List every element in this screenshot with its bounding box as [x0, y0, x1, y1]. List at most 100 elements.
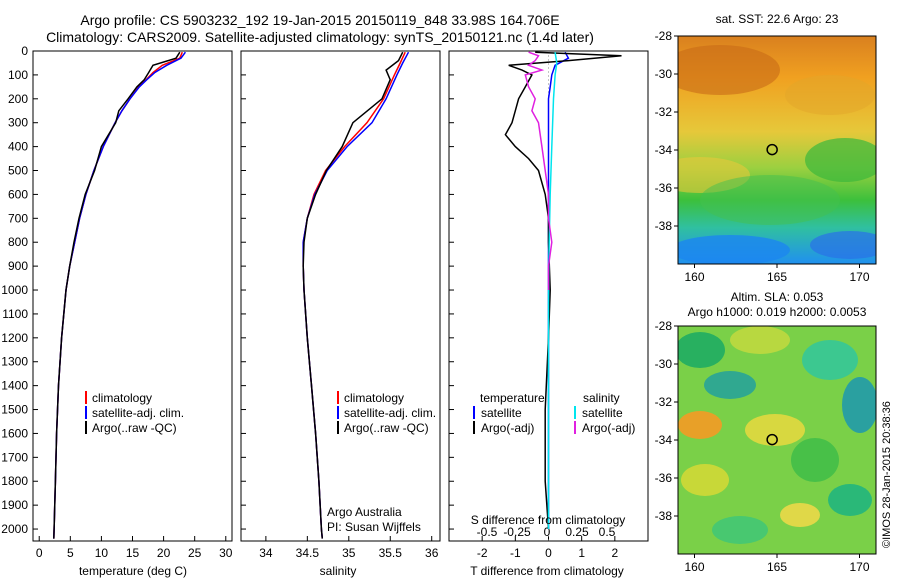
map-y-tick-label: -32 [655, 395, 673, 409]
y-tick-label: 1700 [1, 450, 28, 464]
y-tick-label: 2000 [1, 522, 28, 536]
map-y-tick-label: -30 [655, 357, 673, 371]
y-tick-label: 1600 [1, 426, 28, 440]
legend-label-temp-satellite: satellite [481, 406, 522, 420]
x-tick-label: 25 [188, 546, 202, 560]
sla-argo-position-marker [766, 433, 778, 446]
map-y-tick-label: -28 [655, 29, 673, 43]
sla-map-title-line2: Argo h1000: 0.019 h2000: 0.0053 [688, 305, 867, 319]
y-tick-label: 400 [8, 140, 28, 154]
legend-label-sal-argo: Argo(-adj) [582, 421, 635, 435]
legend-label-climatology: climatology [92, 391, 152, 405]
s-tick-label: 0.5 [599, 525, 616, 539]
y-tick-label: 500 [8, 164, 28, 178]
salinity-legend: climatology satellite-adj. clim. Argo(..… [337, 391, 436, 435]
map-y-tick-label: -38 [655, 509, 673, 523]
series-line-argo-raw-qc- [302, 51, 404, 539]
series-line-climatology [53, 51, 183, 539]
s-tick-label: 0 [544, 525, 551, 539]
map-y-tick-label: -28 [655, 319, 673, 333]
y-tick-label: 1200 [1, 331, 28, 345]
y-tick-label: 1900 [1, 498, 28, 512]
x-tick-label: -1 [510, 546, 521, 560]
salinity-panel-frame [240, 50, 441, 542]
x-tick-label: 30 [219, 546, 233, 560]
map-x-tick-label: 170 [849, 560, 869, 574]
map-y-tick-label: -34 [655, 143, 673, 157]
sla-map-image [678, 326, 876, 554]
x-tick-label: 0 [545, 546, 552, 560]
x-tick-label: 0 [36, 546, 43, 560]
figure-title-line1: Argo profile: CS 5903232_192 19-Jan-2015… [80, 12, 560, 28]
map-y-tick-label: -32 [655, 105, 673, 119]
y-tick-label: 200 [8, 92, 28, 106]
y-tick-label: 700 [8, 211, 28, 225]
x-tick-label: 35 [342, 546, 356, 560]
temperature-xlabel: temperature (deg C) [79, 564, 187, 578]
map-y-tick-label: -34 [655, 433, 673, 447]
legend-label-satellite: satellite-adj. clim. [344, 406, 436, 420]
y-tick-label: 300 [8, 116, 28, 130]
salinity-xlabel: salinity [320, 564, 357, 578]
legend-label-sal-satellite: satellite [582, 406, 623, 420]
map-y-tick-label: -30 [655, 67, 673, 81]
map-x-tick-label: 165 [767, 270, 787, 284]
y-tick-label: 1000 [1, 283, 28, 297]
map-y-tick-label: -38 [655, 219, 673, 233]
s-tick-label: 0.25 [565, 525, 589, 539]
map-x-tick-label: 160 [684, 560, 704, 574]
x-tick-label: 35.5 [379, 546, 403, 560]
map-y-tick-label: -36 [655, 471, 673, 485]
y-tick-label: 1500 [1, 403, 28, 417]
x-tick-label: 34 [259, 546, 273, 560]
x-tick-label: 5 [67, 546, 74, 560]
x-tick-label: 20 [157, 546, 171, 560]
temperature-legend: climatology satellite-adj. clim. Argo(..… [85, 391, 184, 435]
s-difference-label: S difference from climatology [471, 513, 626, 527]
annotation-argo-australia: Argo Australia [327, 505, 402, 519]
s-tick-label: -0.5 [477, 525, 498, 539]
x-tick-label: 36 [425, 546, 439, 560]
x-tick-label: 2 [611, 546, 618, 560]
y-tick-label: 1100 [2, 307, 28, 321]
map-y-tick-label: -36 [655, 181, 673, 195]
y-tick-label: 1800 [1, 474, 28, 488]
y-tick-label: 900 [8, 259, 28, 273]
annotation-pi: PI: Susan Wijffels [327, 520, 421, 534]
legend-header-salinity: salinity [583, 391, 620, 405]
x-tick-label: 1 [578, 546, 585, 560]
figure-title-line2: Climatology: CARS2009. Satellite-adjuste… [46, 29, 594, 45]
legend-label-satellite: satellite-adj. clim. [92, 406, 184, 420]
sla-map-title-line1: Altim. SLA: 0.053 [731, 290, 824, 304]
temperature-panel-frame [32, 50, 233, 542]
series-line-argo-raw-qc- [53, 51, 181, 539]
x-tick-label: 10 [95, 546, 109, 560]
series-line-satellite-adj-clim- [302, 51, 410, 539]
series-line-salinity-satellite [547, 52, 558, 529]
legend-header-temperature: temperature [480, 391, 545, 405]
difference-legend: temperature salinity satellite Argo(-adj… [473, 391, 635, 435]
map-x-tick-label: 160 [684, 270, 704, 284]
sst-map-image [678, 36, 876, 264]
legend-label-temp-argo: Argo(-adj) [481, 421, 534, 435]
y-tick-label: 1400 [1, 379, 28, 393]
map-x-tick-label: 170 [849, 270, 869, 284]
legend-label-climatology: climatology [344, 391, 404, 405]
map-x-tick-label: 165 [767, 560, 787, 574]
series-line-temperature-argo-adj- [504, 51, 622, 530]
imos-credit: ©IMOS 28-Jan-2015 20:38:36 [881, 401, 893, 548]
legend-label-argo: Argo(..raw -QC) [92, 421, 177, 435]
x-tick-label: 34.5 [296, 546, 320, 560]
series-line-temperature-satellite [547, 51, 570, 529]
s-tick-label: -0.25 [503, 525, 531, 539]
series-line-salinity-argo-adj- [524, 51, 553, 290]
difference-xlabel: T difference from climatology [470, 564, 624, 578]
y-tick-label: 1300 [1, 355, 28, 369]
series-line-satellite-adj-clim- [53, 51, 187, 539]
legend-label-argo: Argo(..raw -QC) [344, 421, 429, 435]
sst-map-title: sat. SST: 22.6 Argo: 23 [716, 12, 839, 26]
x-tick-label: 15 [126, 546, 140, 560]
x-tick-label: -2 [477, 546, 488, 560]
y-tick-label: 0 [21, 44, 28, 58]
